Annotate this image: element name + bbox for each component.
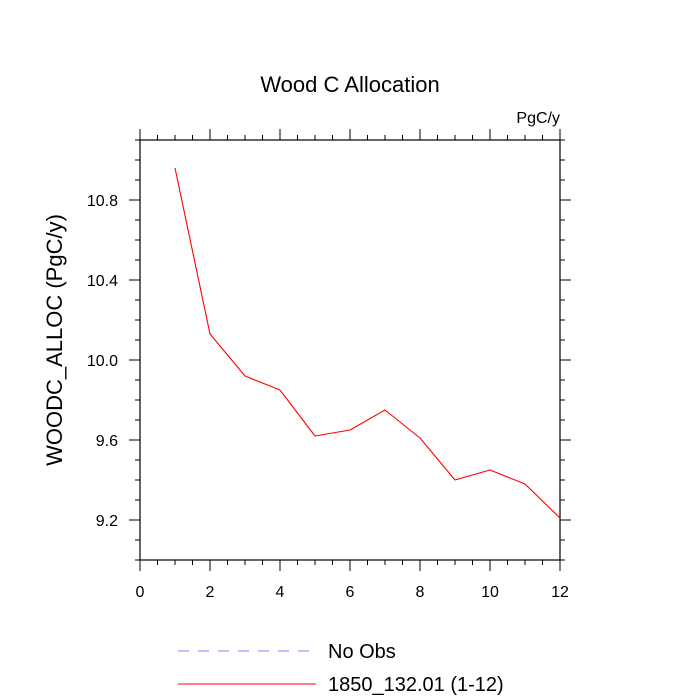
x-tick-label: 8 xyxy=(416,584,425,601)
x-tick-label: 0 xyxy=(136,584,145,601)
legend: No Obs 1850_132.01 (1-12) xyxy=(178,641,504,696)
chart-title: Wood C Allocation xyxy=(260,72,439,97)
series-layer xyxy=(174,167,561,519)
x-tick-label: 12 xyxy=(551,584,569,601)
x-tick-label: 2 xyxy=(206,584,215,601)
legend-label: No Obs xyxy=(328,641,396,663)
legend-label: 1850_132.01 (1-12) xyxy=(328,674,504,696)
y-axis-label: WOODC_ALLOC (PgC/y) xyxy=(42,214,67,466)
y-tick-label: 9.2 xyxy=(96,513,118,530)
x-tick-label: 10 xyxy=(481,584,499,601)
plot-frame xyxy=(139,139,561,561)
series-line xyxy=(174,167,561,519)
y-tick-label: 10.0 xyxy=(87,353,118,370)
y-tick-label: 9.6 xyxy=(96,433,118,450)
x-tick-label: 4 xyxy=(276,584,285,601)
y-tick-label: 10.4 xyxy=(87,273,118,290)
axes: 0 2 4 6 8 10 12 9.2 9.6 10.0 10.4 10.8 xyxy=(87,129,571,601)
y-tick-label: 10.8 xyxy=(87,193,118,210)
x-tick-label: 6 xyxy=(346,584,355,601)
units-label: PgC/y xyxy=(516,110,560,127)
